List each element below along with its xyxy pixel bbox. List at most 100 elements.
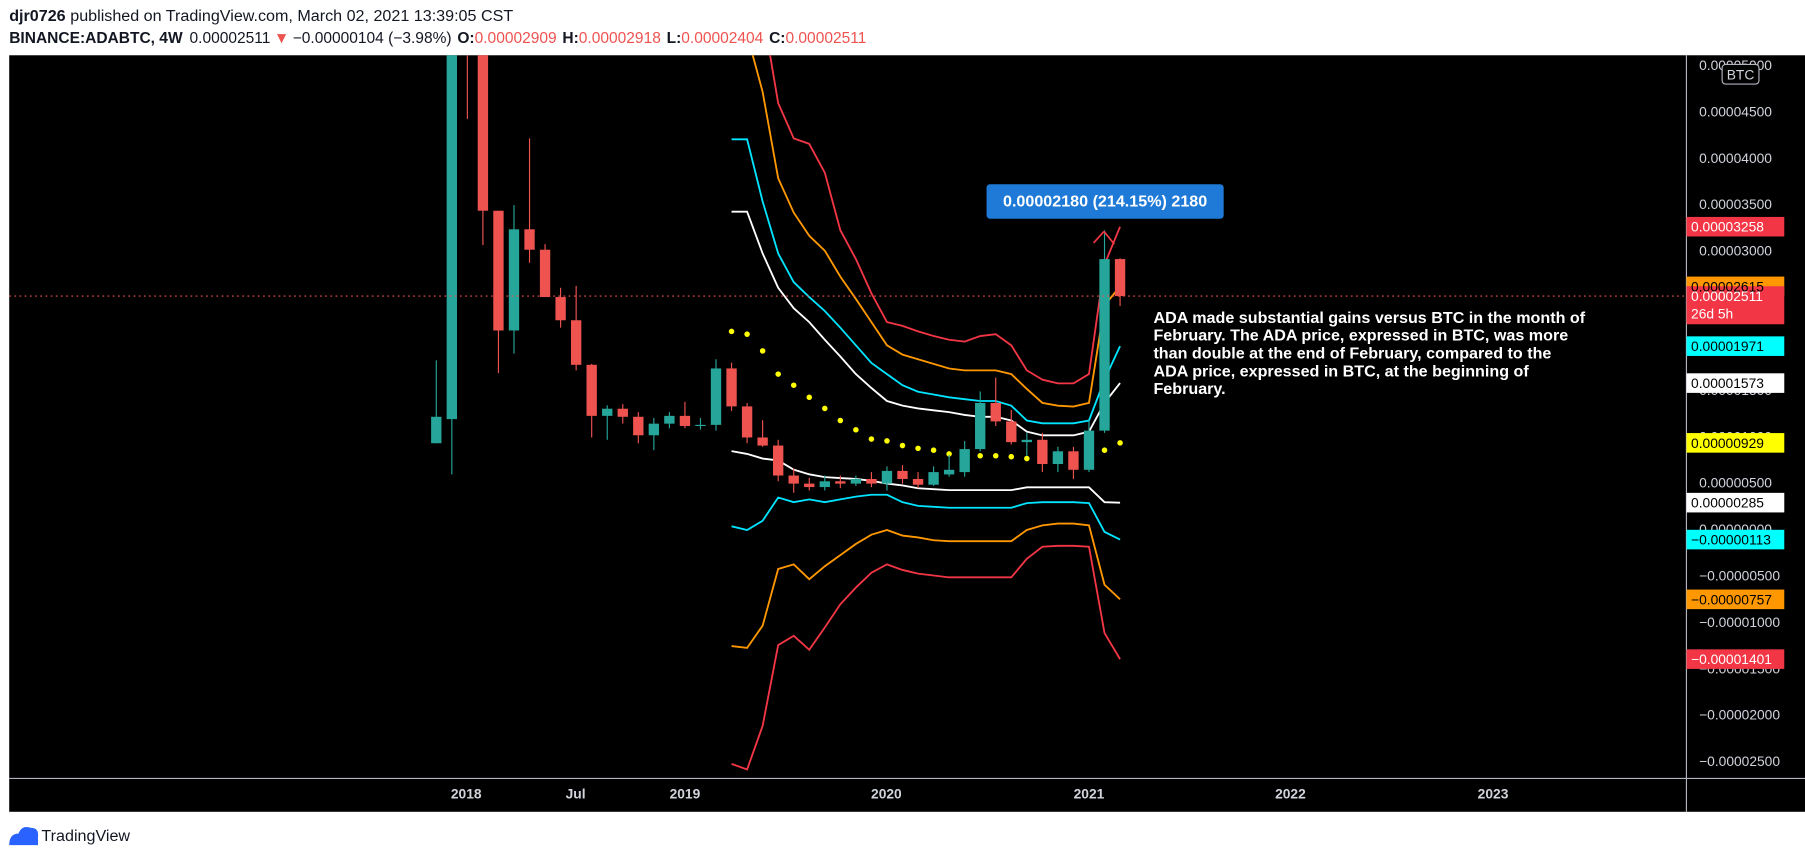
ohlc-key: O:: [457, 29, 474, 46]
candle-body: [1037, 439, 1048, 465]
price-label-box: [1686, 649, 1785, 669]
candle-body: [1068, 451, 1079, 470]
band-dot: [1024, 455, 1030, 462]
candle-body: [1083, 430, 1095, 470]
price-axis: 0.000050000.000045000.000040000.00003500…: [1686, 57, 1785, 769]
ohlc-key: H:: [562, 29, 578, 46]
x-tick-label: 2022: [1275, 785, 1306, 801]
candle-body: [912, 478, 924, 485]
x-tick-label: 2020: [871, 785, 902, 801]
candle-body: [881, 470, 893, 484]
price-label: 0.00000285: [1691, 495, 1764, 511]
x-tick-label: 2018: [451, 785, 482, 801]
band-dot: [775, 371, 781, 377]
price-label-box: [1686, 529, 1785, 550]
band-dot: [992, 453, 999, 459]
candle-body: [539, 249, 551, 298]
currency-label: BTC: [1727, 66, 1755, 82]
price-label: 0.00002511: [1691, 288, 1763, 304]
candle-body: [772, 445, 784, 476]
price-label-box: [1686, 216, 1785, 237]
band-dot: [884, 438, 890, 444]
candle-body: [586, 364, 597, 416]
chart-panel: [9, 55, 1805, 812]
band-dot: [790, 382, 797, 388]
price-label-box: [1686, 373, 1785, 393]
candle-body: [524, 229, 535, 250]
x-tick-label: Jul: [566, 785, 586, 801]
y-tick-label: −0.00002000: [1699, 707, 1780, 723]
x-tick-label: 2023: [1478, 785, 1509, 801]
price-label: 0.00001971: [1691, 338, 1764, 354]
y-tick-label: −0.00001000: [1699, 614, 1780, 630]
band-dot: [930, 447, 937, 453]
price-label: 0.00002615: [1691, 278, 1764, 294]
candle-body: [1052, 451, 1064, 465]
price-label: 0.00003258: [1691, 219, 1764, 235]
y-tick-label: 0.00004500: [1699, 103, 1772, 119]
candle-body: [1006, 421, 1017, 443]
ohlc-value: 0.00002918: [579, 29, 661, 46]
candle-body: [555, 297, 566, 321]
band-line: [731, 544, 1121, 771]
candle-body: [664, 415, 675, 424]
y-tick-label: 0.00004000: [1699, 150, 1772, 166]
candle-body: [695, 424, 706, 427]
note-line: February. The ADA price, expressed in BT…: [1153, 327, 1568, 345]
candle-body: [602, 408, 613, 416]
ohlc-value: 0.00002909: [475, 29, 557, 46]
measure-arrow: [1092, 230, 1105, 244]
ohlc-value: 0.00002511: [785, 29, 866, 46]
band-line: [769, 55, 1121, 385]
candle-body: [570, 320, 582, 365]
candle-body: [648, 423, 660, 436]
publisher: djr0726: [9, 7, 65, 25]
band-dot: [853, 427, 859, 433]
ohlc-value: 0.00002404: [681, 29, 763, 46]
candle-body: [757, 437, 768, 446]
brand: TradingView: [41, 827, 130, 845]
candle-body: [835, 481, 846, 484]
logo-icon: [9, 826, 39, 846]
tradingview-logo: TradingView: [9, 826, 130, 846]
price-label-box: [1686, 589, 1785, 610]
note-line: than double at the end of February, comp…: [1153, 345, 1551, 363]
band-line: [751, 55, 1121, 408]
band-line: [731, 210, 1121, 437]
y-tick-label: 0.00003000: [1699, 243, 1772, 259]
candle-body: [990, 402, 1001, 422]
candle-body: [804, 483, 815, 488]
band-dot: [1008, 453, 1015, 460]
symbol-line: BINANCE:ADABTC, 4W 0.00002511 ▼ −0.00000104…: [9, 29, 866, 46]
change: −0.00000104 (−3.98%): [293, 29, 452, 46]
price-label-box: [1686, 433, 1785, 453]
x-tick-label: 2019: [670, 785, 701, 801]
candle-body: [788, 475, 799, 484]
x-tick-label: 2021: [1074, 785, 1105, 801]
candle-body: [477, 55, 489, 211]
y-tick-label: −0.00000500: [1699, 568, 1780, 584]
note-line: ADA price, expressed in BTC, at the begi…: [1153, 362, 1529, 380]
band-dot: [837, 417, 844, 424]
symbol: BINANCE:ADABTC, 4W: [9, 29, 183, 46]
candle-body: [1099, 259, 1110, 431]
candle-body: [726, 368, 737, 407]
note-line: ADA made substantial gains versus BTC in…: [1153, 309, 1585, 327]
band-line: [731, 493, 1121, 541]
candle-body: [741, 406, 753, 438]
published: published on TradingView.com, March 02, …: [70, 7, 513, 25]
y-tick-label: 0.00000500: [1699, 475, 1772, 491]
ohlc-key: L:: [667, 29, 682, 46]
candle-body: [679, 415, 691, 426]
candle-body: [897, 470, 908, 479]
candle-body: [975, 402, 986, 450]
currency-badge: [1721, 63, 1760, 85]
last-price: 0.00002511: [190, 29, 271, 46]
price-label-box: [1686, 286, 1785, 325]
band-dot: [759, 348, 766, 354]
candle-body: [493, 210, 504, 331]
candle-body: [1114, 259, 1126, 297]
countdown: 26d 5h: [1691, 305, 1733, 321]
